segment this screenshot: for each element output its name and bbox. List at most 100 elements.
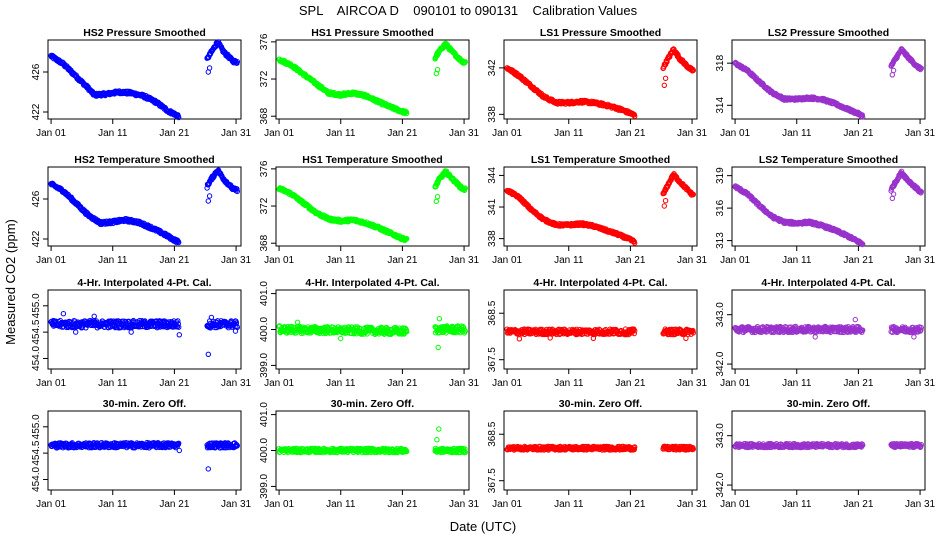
x-tick-label: Jan 11 — [782, 128, 812, 139]
data-points — [277, 427, 468, 455]
x-tick-label: Jan 11 — [554, 128, 584, 139]
data-point — [912, 335, 916, 339]
y-tick-label: 318 — [715, 54, 726, 71]
y-tick-label: 400.0 — [259, 317, 270, 342]
x-tick-label: Jan 31 — [905, 378, 935, 389]
data-points — [505, 47, 696, 119]
data-point — [662, 204, 666, 208]
panel-title: LS2 Pressure Smoothed — [768, 27, 889, 39]
x-tick-label: Jan 01 — [264, 499, 294, 510]
x-tick-label: Jan 11 — [98, 378, 128, 389]
data-point — [548, 336, 552, 340]
y-tick-label: 426 — [31, 63, 42, 80]
data-points — [49, 440, 240, 471]
x-tick-label: Jan 31 — [221, 255, 251, 266]
y-tick-label: 338 — [487, 106, 498, 123]
panel-title: 4-Hr. Interpolated 4-Pt. Cal. — [761, 277, 895, 289]
y-tick-label: 342.0 — [715, 351, 726, 376]
y-tick-label: 372 — [259, 197, 270, 214]
y-tick-label: 367.5 — [487, 347, 498, 372]
panel-hs1-row3: 4-Hr. Interpolated 4-Pt. Cal. Jan 01 Jan 1… — [259, 277, 480, 389]
x-tick-label: Jan 01 — [720, 255, 750, 266]
y-tick-label: 314 — [715, 97, 726, 114]
x-tick-label: Jan 01 — [36, 255, 66, 266]
data-point — [206, 352, 210, 356]
panel-title: HS2 Pressure Smoothed — [83, 27, 206, 39]
panel-ls1-row3: 4-Hr. Interpolated 4-Pt. Cal. Jan 01 Jan 1… — [487, 277, 708, 389]
data-point — [684, 336, 688, 340]
x-tick-label: Jan 21 — [159, 128, 189, 139]
data-point — [890, 196, 894, 200]
figure-title: SPL AIRCOA D 090101 to 090131 Calibratio… — [299, 3, 638, 18]
x-tick-label: Jan 31 — [677, 378, 707, 389]
data-point — [233, 329, 237, 333]
x-tick-label: Jan 31 — [677, 128, 707, 139]
x-tick-label: Jan 21 — [387, 499, 417, 510]
data-points — [49, 168, 240, 245]
x-tick-label: Jan 11 — [326, 255, 356, 266]
x-tick-label: Jan 31 — [449, 378, 479, 389]
data-points — [49, 40, 240, 120]
x-tick-label: Jan 31 — [449, 128, 479, 139]
x-tick-label: Jan 21 — [843, 128, 873, 139]
data-point — [891, 68, 895, 72]
y-tick-label: 338 — [487, 230, 498, 247]
panel-title: HS1 Temperature Smoothed — [302, 154, 442, 166]
x-tick-label: Jan 01 — [36, 499, 66, 510]
panel-title: 4-Hr. Interpolated 4-Pt. Cal. — [533, 277, 667, 289]
x-tick-label: Jan 11 — [554, 378, 584, 389]
data-points — [277, 317, 468, 350]
x-tick-label: Jan 21 — [387, 378, 417, 389]
data-point — [129, 330, 133, 334]
x-tick-label: Jan 21 — [387, 255, 417, 266]
data-point — [890, 73, 894, 77]
y-tick-label: 372 — [259, 70, 270, 87]
panel-title: 4-Hr. Interpolated 4-Pt. Cal. — [77, 277, 211, 289]
panel-title: 4-Hr. Interpolated 4-Pt. Cal. — [305, 277, 439, 289]
data-points — [733, 317, 924, 339]
x-tick-label: Jan 11 — [782, 255, 812, 266]
x-tick-label: Jan 31 — [221, 128, 251, 139]
y-tick-label: 376 — [259, 160, 270, 177]
y-tick-label: 319 — [715, 167, 726, 184]
panel-grid: HS2 Pressure Smoothed Jan 01 Jan 11 Jan 21 J… — [31, 27, 936, 510]
data-point — [74, 330, 78, 334]
data-point — [662, 83, 666, 87]
panel-title: 30-min. Zero Off. — [103, 398, 187, 410]
x-tick-label: Jan 21 — [387, 128, 417, 139]
x-tick-label: Jan 21 — [159, 255, 189, 266]
x-tick-label: Jan 31 — [449, 255, 479, 266]
data-points — [277, 169, 468, 243]
y-tick-label: 313 — [715, 232, 726, 249]
data-point — [92, 314, 96, 318]
x-tick-label: Jan 11 — [326, 499, 356, 510]
x-tick-label: Jan 21 — [615, 255, 645, 266]
x-tick-label: Jan 21 — [159, 378, 189, 389]
panel-title: HS1 Pressure Smoothed — [311, 27, 434, 39]
x-tick-label: Jan 01 — [492, 255, 522, 266]
y-tick-label: 426 — [31, 190, 42, 207]
y-tick-label: 368.5 — [487, 300, 498, 325]
data-point — [517, 337, 521, 341]
x-tick-label: Jan 01 — [492, 378, 522, 389]
x-tick-label: Jan 01 — [264, 378, 294, 389]
x-tick-label: Jan 01 — [720, 378, 750, 389]
data-point — [207, 66, 211, 70]
x-tick-label: Jan 11 — [326, 378, 356, 389]
x-tick-label: Jan 01 — [36, 128, 66, 139]
data-point — [663, 199, 667, 203]
data-point — [177, 448, 181, 452]
data-point — [206, 199, 210, 203]
data-point — [207, 194, 211, 198]
